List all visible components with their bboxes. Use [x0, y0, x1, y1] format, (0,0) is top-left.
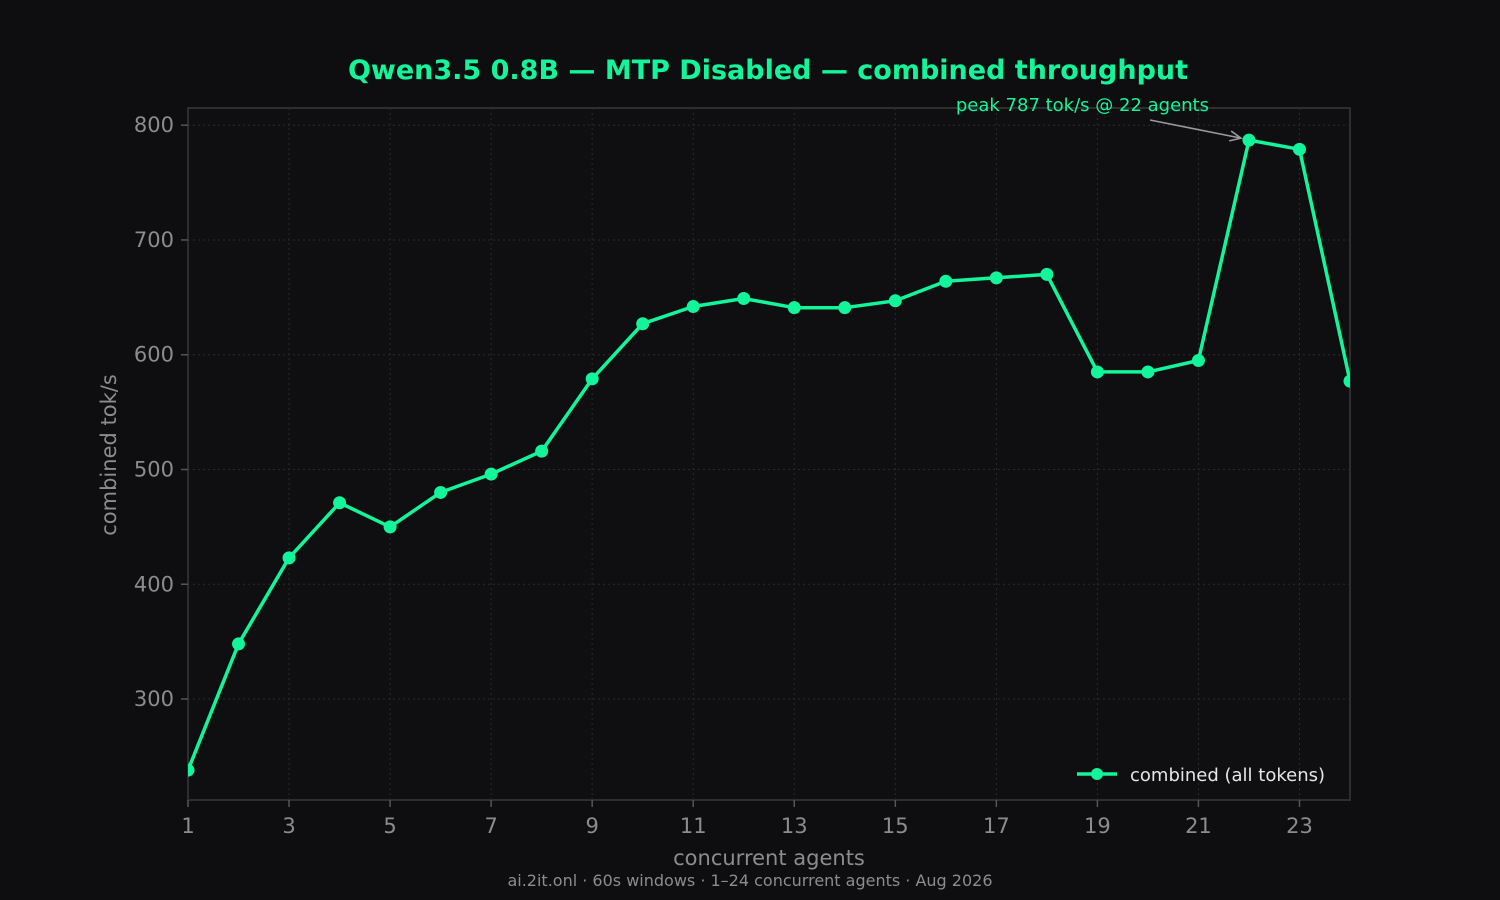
data-point [1090, 365, 1104, 379]
plot-area [187, 107, 1351, 801]
data-point [535, 444, 549, 458]
x-tick-label: 9 [585, 814, 598, 838]
data-point [838, 301, 852, 315]
data-point [585, 372, 599, 386]
data-point [1040, 267, 1054, 281]
x-tick-label: 17 [983, 814, 1010, 838]
x-tick-label: 11 [680, 814, 707, 838]
data-point [232, 637, 246, 651]
y-tick-label: 800 [134, 113, 174, 137]
legend: combined (all tokens) [1077, 765, 1325, 786]
data-point [1292, 142, 1306, 156]
x-tick-label: 19 [1084, 814, 1111, 838]
data-point [737, 292, 751, 306]
data-point [686, 300, 700, 314]
grid-lines [187, 108, 1350, 800]
peak-annotation: peak 787 tok/s @ 22 agents [956, 95, 1243, 142]
x-tick-label: 15 [882, 814, 909, 838]
data-point [1242, 133, 1256, 147]
legend-label: combined (all tokens) [1130, 765, 1325, 786]
y-tick-label: 400 [134, 572, 174, 596]
y-tick-label: 600 [134, 343, 174, 367]
annotation-label: peak 787 tok/s @ 22 agents [956, 95, 1209, 116]
x-axis-label: concurrent agents [673, 846, 865, 870]
legend-marker [1091, 768, 1103, 780]
data-point [1141, 365, 1155, 379]
data-point [484, 467, 498, 481]
data-point [188, 763, 195, 777]
data-point [282, 551, 296, 565]
y-tick-label: 500 [134, 457, 174, 481]
x-tick-label: 5 [383, 814, 396, 838]
series-layer [188, 133, 1350, 777]
x-tick-label: 13 [781, 814, 808, 838]
data-point [787, 301, 801, 315]
annotation-arrow [1149, 119, 1242, 139]
data-point [939, 274, 953, 288]
y-tick-label: 700 [134, 228, 174, 252]
data-point [888, 294, 902, 308]
data-point [636, 317, 650, 331]
data-point [1191, 353, 1205, 367]
series-clip-group [188, 133, 1350, 777]
chart-title: Qwen3.5 0.8B — MTP Disabled — combined t… [348, 55, 1188, 86]
x-tick-label: 23 [1286, 814, 1313, 838]
x-tick-label: 3 [282, 814, 295, 838]
data-point [333, 496, 347, 510]
x-tick-label: 21 [1185, 814, 1212, 838]
data-point [383, 520, 397, 534]
annotation-arrowhead [1229, 130, 1243, 142]
y-axis-label: combined tok/s [97, 374, 121, 536]
data-point [989, 271, 1003, 285]
data-point [434, 485, 448, 499]
y-tick-label: 300 [134, 687, 174, 711]
x-tick-label: 7 [484, 814, 497, 838]
footer-caption: ai.2it.onl · 60s windows · 1–24 concurre… [507, 871, 992, 890]
data-point [1343, 374, 1350, 388]
x-tick-label: 1 [181, 814, 194, 838]
series-line [188, 138, 1350, 771]
